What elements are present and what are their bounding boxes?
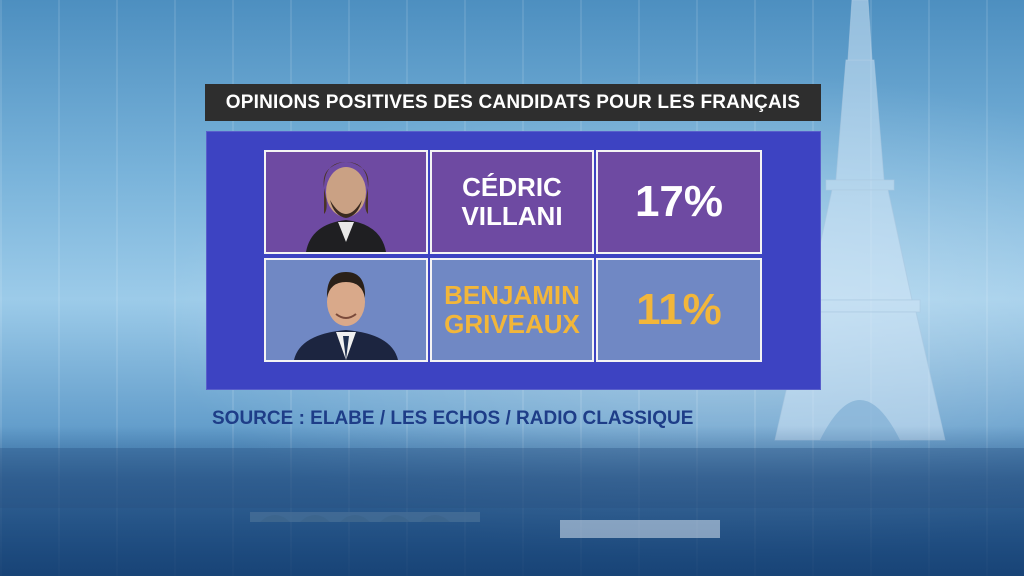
- candidate-percent: 11%: [596, 258, 762, 362]
- percent-value: 11%: [636, 285, 722, 334]
- candidate-name: CÉDRIC VILLANI: [430, 150, 594, 254]
- candidate-photo: [264, 150, 428, 254]
- candidates-panel: CÉDRIC VILLANI 17% BENJAMIN GRIVEAUX 11%: [206, 131, 821, 390]
- candidate-first-name: CÉDRIC: [462, 172, 562, 202]
- candidate-percent: 17%: [596, 150, 762, 254]
- background-city-river: [0, 426, 1024, 576]
- avatar-icon: [266, 152, 426, 252]
- avatar-icon: [266, 260, 426, 360]
- candidate-name: BENJAMIN GRIVEAUX: [430, 258, 594, 362]
- chart-title: OPINIONS POSITIVES DES CANDIDATS POUR LE…: [205, 84, 821, 121]
- candidate-photo: [264, 258, 428, 362]
- candidate-last-name: GRIVEAUX: [444, 309, 580, 339]
- candidate-last-name: VILLANI: [461, 201, 563, 231]
- source-caption: SOURCE : ELABE / LES ECHOS / RADIO CLASS…: [212, 408, 694, 429]
- percent-value: 17%: [634, 177, 724, 226]
- candidate-first-name: BENJAMIN: [444, 280, 580, 310]
